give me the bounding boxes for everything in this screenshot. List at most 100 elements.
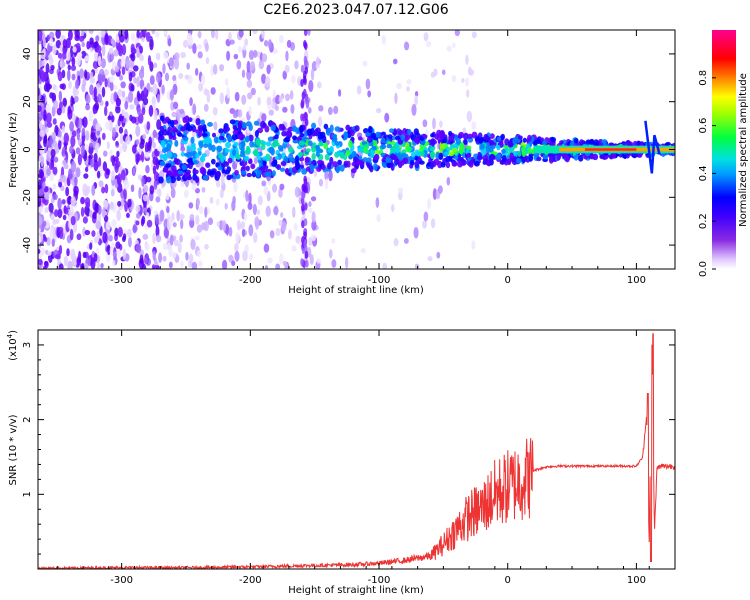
spectrogram-noise-cell xyxy=(327,106,333,116)
spectrogram-noise-cell xyxy=(128,236,132,248)
spectrogram-noise-cell xyxy=(82,116,88,128)
spectrogram-band-cell xyxy=(171,152,178,159)
spectrogram-noise-cell xyxy=(155,71,161,84)
spectrogram-noise-cell xyxy=(74,88,79,96)
spectrogram-noise-cell xyxy=(241,228,246,238)
spectrogram-noise-cell xyxy=(97,93,102,103)
snr-ylabel: SNR (10 * v/v) xyxy=(8,414,19,485)
spectrogram-band-cell xyxy=(168,132,173,140)
spectrogram-noise-cell xyxy=(133,77,137,84)
spectrogram-noise-cell xyxy=(393,238,399,247)
spectrogram-noise-cell xyxy=(118,145,123,155)
spectrogram-band-cell xyxy=(451,161,458,167)
spectrogram-noise-cell xyxy=(136,46,140,59)
spectrogram-streak-cell xyxy=(304,59,308,68)
spectrogram-noise-cell xyxy=(113,49,119,57)
spectrogram-band-cell xyxy=(292,135,297,141)
spectrogram-marks xyxy=(38,30,675,269)
spectrogram-noise-cell xyxy=(267,257,273,264)
spectrogram-noise-cell xyxy=(228,226,233,237)
spectrogram-noise-cell xyxy=(134,37,140,43)
spectrogram-band-cell xyxy=(327,162,332,170)
spectrogram-noise-cell xyxy=(254,216,260,228)
spectrogram-band-cell xyxy=(279,167,286,172)
spectrogram-noise-cell xyxy=(286,39,292,48)
spectrogram-noise-cell xyxy=(264,76,271,88)
spectrogram-noise-cell xyxy=(39,129,45,138)
spectrogram-noise-cell xyxy=(411,103,417,116)
spectrogram-band-cell xyxy=(339,164,345,172)
spectrogram-noise-cell xyxy=(38,234,41,244)
spectrogram-noise-cell xyxy=(94,102,100,111)
spectrogram-noise-cell xyxy=(189,214,195,221)
spectrogram-noise-cell xyxy=(310,196,317,202)
spectrogram-noise-cell xyxy=(70,95,74,107)
spectrogram-noise-cell xyxy=(324,169,329,181)
spectrogram-noise-cell xyxy=(161,84,165,95)
spectrogram-noise-cell xyxy=(76,233,82,241)
spectrogram-noise-cell xyxy=(109,203,115,211)
spectrogram-noise-cell xyxy=(454,30,460,37)
spectrogram-noise-cell xyxy=(43,83,49,92)
spectrogram-band-cell xyxy=(419,144,424,149)
spectrogram-noise-cell xyxy=(111,170,115,181)
spectrogram-noise-cell xyxy=(89,37,94,45)
spectrogram-noise-cell xyxy=(212,64,218,75)
spectrogram-noise-cell xyxy=(432,188,437,201)
spectrogram-noise-cell xyxy=(291,75,296,84)
spectrogram-band-cell xyxy=(542,153,549,160)
spectrogram-band-cell xyxy=(170,161,176,166)
spectrogram-noise-cell xyxy=(97,205,102,215)
spectrogram-band-cell xyxy=(351,168,357,174)
spectrogram-band-cell xyxy=(215,171,221,178)
spectrogram-spike xyxy=(644,120,661,174)
spectrogram-band-cell xyxy=(422,134,428,139)
spectrogram-noise-cell xyxy=(80,262,85,269)
spectrogram-noise-cell xyxy=(264,264,269,269)
spectrogram-band-cell xyxy=(324,153,330,161)
spectrogram-noise-cell xyxy=(117,200,122,207)
spectrogram-band-cell xyxy=(284,136,291,143)
spectrogram-band-cell xyxy=(372,156,379,161)
spectrogram-noise-cell xyxy=(67,64,71,71)
spectrogram-noise-cell xyxy=(83,69,88,79)
spectrogram-noise-cell xyxy=(337,89,342,97)
spectrogram-noise-cell xyxy=(452,42,456,49)
spectrogram-noise-cell xyxy=(152,141,156,149)
spectrogram-noise-cell xyxy=(248,105,252,116)
spectrogram-noise-cell xyxy=(467,66,472,76)
spectrogram-noise-cell xyxy=(46,236,51,246)
spectrogram-noise-cell xyxy=(461,77,465,83)
spectrogram-noise-cell xyxy=(263,40,269,47)
spectrogram-noise-cell xyxy=(96,262,101,269)
spectrogram-noise-cell xyxy=(413,226,419,239)
spectrogram-noise-cell xyxy=(140,218,145,227)
spectrogram-band-cell xyxy=(278,123,283,131)
spectrogram-noise-cell xyxy=(248,224,254,237)
spectrogram-band-cell xyxy=(533,140,538,147)
spectrogram-noise-cell xyxy=(120,169,126,181)
spectrogram-noise-cell xyxy=(117,44,124,57)
spectrogram-noise-cell xyxy=(138,187,142,199)
spectrogram-noise-cell xyxy=(114,65,120,73)
spectrogram-noise-cell xyxy=(43,109,47,122)
spectrogram-noise-cell xyxy=(97,55,102,67)
spectrogram-noise-cell xyxy=(80,30,85,37)
spectrogram-band-cell xyxy=(337,159,342,166)
spectrogram-noise-cell xyxy=(433,68,438,76)
spectrogram-noise-cell xyxy=(471,240,476,250)
colorbar-tick-label: 0.4 xyxy=(698,165,709,181)
spectrogram-band-cell xyxy=(184,152,190,157)
spectrogram-noise-cell xyxy=(71,56,76,67)
spectrogram-band-cell xyxy=(267,136,274,142)
spectrogram-noise-cell xyxy=(249,61,256,71)
spectrogram-noise-cell xyxy=(136,212,141,219)
spectrogram-noise-cell xyxy=(121,90,126,98)
spectrogram-noise-cell xyxy=(127,198,132,208)
spectrogram-noise-cell xyxy=(41,33,46,43)
spectrogram-noise-cell xyxy=(221,259,228,269)
spectrogram-band-cell xyxy=(332,161,338,168)
spectrogram-band-cell xyxy=(327,148,333,153)
spectrogram-band-cell xyxy=(233,141,239,147)
spectrogram-band-cell xyxy=(177,170,184,175)
